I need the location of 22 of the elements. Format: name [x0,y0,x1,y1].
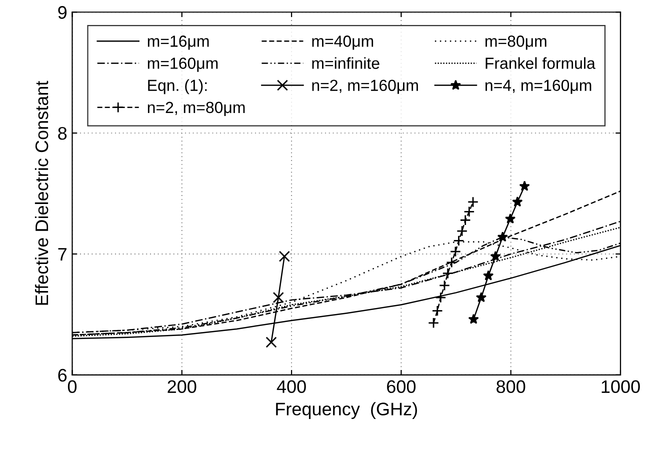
x-tick-label: 800 [496,380,526,394]
x-tick-label: 400 [276,380,306,394]
legend-label: n=4, m=160μm [486,80,592,94]
legend-label: n=2, m=160μm [312,80,418,94]
legend-label: n=2, m=80μm [148,102,245,116]
legend-label: m=16μm [148,36,209,50]
x-tick-label: 0 [68,380,77,394]
x-axis-title: Frequency (GHz) [276,402,417,419]
legend-label: m=80μm [486,36,546,50]
y-axis-title: Effective Dielectric Constant [34,80,48,305]
y-tick-label: 8 [58,126,67,140]
y-tick-label: 7 [58,248,66,261]
x-tick-label: 1000 [602,380,640,394]
annotation: Eqn. (1): [148,79,207,94]
y-tick-label: 6 [58,368,67,382]
y-tick-label: 9 [58,6,67,19]
legend-label: m=infinite [312,57,380,69]
x-tick-label: 200 [168,380,196,394]
legend-label: m=40μm [312,36,374,50]
legend-label: Frankel formula [486,57,596,69]
legend-label: m=160μm [148,58,218,72]
x-tick-label: 600 [387,380,416,394]
